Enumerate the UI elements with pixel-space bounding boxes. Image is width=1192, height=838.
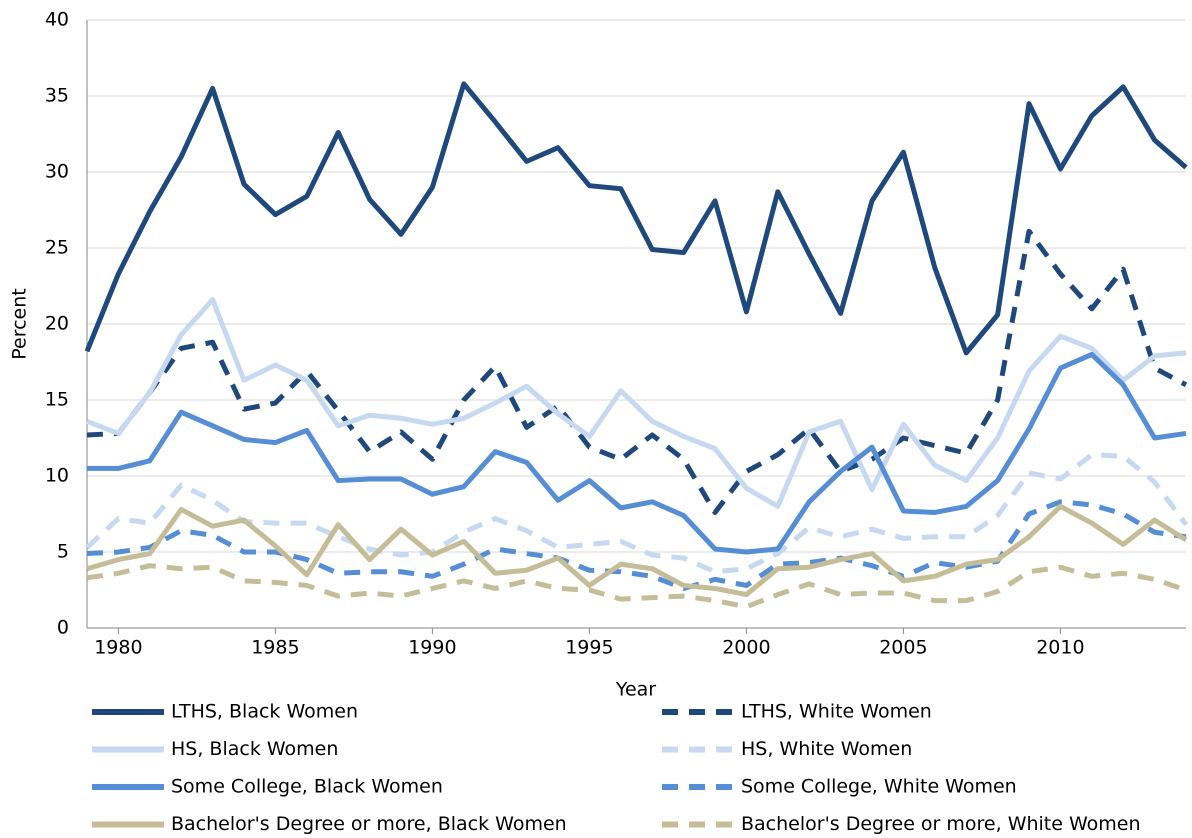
- legend-label: Bachelor's Degree or more, White Women: [741, 813, 1141, 835]
- y-tick-label: 0: [57, 617, 69, 639]
- y-tick-label: 25: [45, 237, 69, 259]
- x-axis-label: Year: [615, 679, 656, 701]
- series-line: [84, 81, 1188, 356]
- x-tick-label: 2010: [1036, 637, 1084, 659]
- legend-label: HS, White Women: [741, 738, 912, 760]
- series-line: [86, 228, 1188, 515]
- x-tick-label: 2000: [722, 637, 770, 659]
- x-tick-label: 1995: [565, 637, 613, 659]
- y-tick-label: 20: [45, 313, 69, 335]
- y-axis-label: Percent: [9, 288, 31, 360]
- x-tick-label: 1985: [251, 637, 299, 659]
- y-tick-label: 35: [45, 85, 69, 107]
- series-line: [87, 351, 1187, 555]
- y-tick-label: 10: [45, 465, 69, 487]
- series-line: [85, 452, 1189, 575]
- legend-label: Some College, White Women: [741, 776, 1017, 798]
- y-tick-label: 40: [45, 9, 69, 31]
- legend-label: Some College, Black Women: [171, 776, 443, 798]
- legend-label: LTHS, White Women: [741, 701, 932, 723]
- x-tick-label: 1990: [408, 637, 456, 659]
- y-tick-label: 30: [45, 161, 69, 183]
- legend-label: LTHS, Black Women: [171, 701, 358, 723]
- y-tick-label: 5: [57, 541, 69, 563]
- series-line: [86, 503, 1188, 598]
- x-tick-label: 2005: [879, 637, 927, 659]
- x-tick-label: 1980: [94, 637, 142, 659]
- y-tick-label: 15: [45, 389, 69, 411]
- legend-label: Bachelor's Degree or more, Black Women: [171, 813, 567, 835]
- series-line: [86, 297, 1187, 509]
- legend-label: HS, Black Women: [171, 738, 338, 760]
